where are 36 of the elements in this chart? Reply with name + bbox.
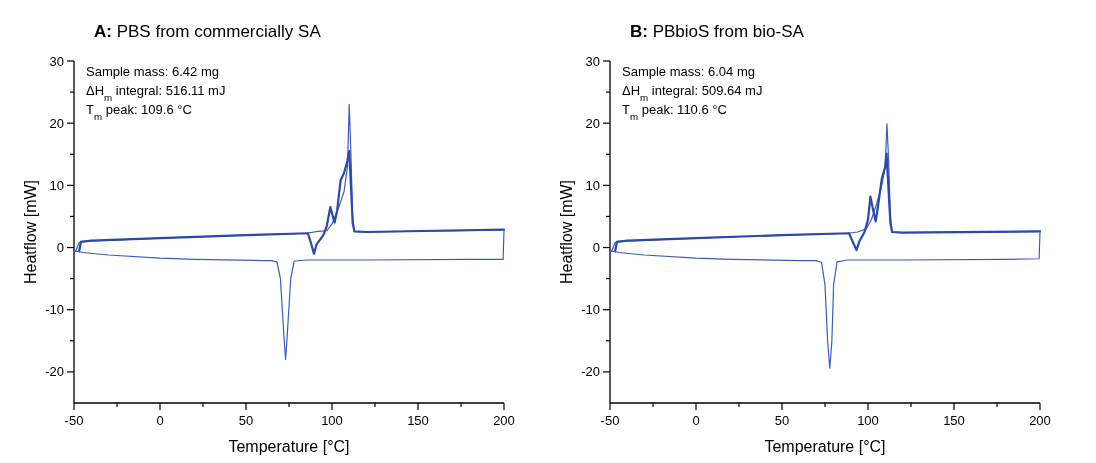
x-tick-label: 100	[857, 413, 879, 428]
x-tick-label: 200	[493, 413, 515, 428]
annotation: Sample mass: 6.04 mg	[622, 64, 755, 79]
x-tick-label: -50	[600, 413, 620, 428]
x-axis-title: Temperature [°C]	[764, 438, 886, 455]
y-axis-title: Heatflow [mW]	[22, 179, 39, 285]
y-tick-label: 30	[585, 53, 600, 69]
x-tick-label: 100	[321, 413, 343, 428]
x-tick-label: 150	[943, 413, 965, 428]
annotation: ΔH$_{m}$ integral: 516.11 mJ	[86, 83, 226, 103]
y-tick-label: -10	[581, 302, 600, 318]
y-tick-label: 20	[49, 115, 64, 131]
annotation: ΔH$_{m}$ integral: 509.64 mJ	[622, 83, 763, 103]
y-tick-label: -20	[45, 364, 64, 380]
x-tick-label: 50	[238, 413, 254, 428]
y-tick-label: 0	[592, 240, 600, 256]
y-tick-label: 10	[585, 177, 600, 193]
annotation: T$_{m}$ peak: 109.6 °C	[86, 102, 192, 122]
y-tick-label: -10	[45, 302, 64, 318]
x-tick-label: 200	[1029, 413, 1051, 428]
chart-title: A: PBS from commercially SA	[94, 22, 322, 41]
x-tick-label: -50	[64, 413, 84, 428]
y-tick-label: 30	[49, 53, 64, 69]
annotation: Sample mass: 6.42 mg	[86, 64, 219, 79]
y-tick-label: -20	[581, 364, 600, 380]
y-tick-label: 0	[56, 240, 64, 256]
x-tick-label: 50	[774, 413, 790, 428]
y-tick-label: 20	[585, 115, 600, 131]
x-tick-label: 0	[156, 413, 164, 428]
y-tick-label: 10	[49, 177, 64, 193]
chart-title: B: PBbioS from bio-SA	[630, 22, 805, 41]
y-axis-title: Heatflow [mW]	[558, 179, 575, 285]
x-tick-label: 150	[407, 413, 429, 428]
x-axis-title: Temperature [°C]	[228, 438, 350, 455]
annotation: T$_{m}$ peak: 110.6 °C	[622, 102, 727, 122]
x-tick-label: 0	[692, 413, 700, 428]
